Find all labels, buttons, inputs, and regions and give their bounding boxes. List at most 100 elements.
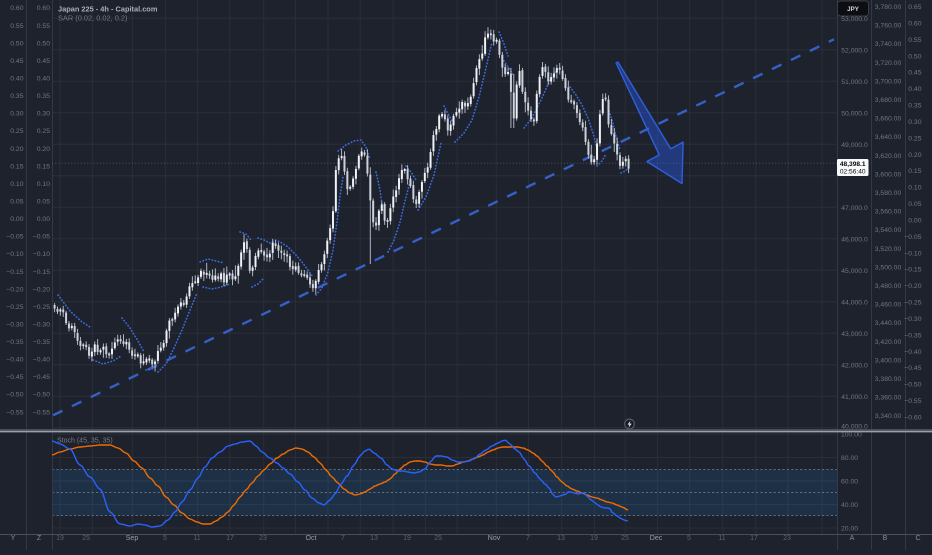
svg-text:3,500.00: 3,500.00 — [875, 264, 902, 271]
svg-text:−0.05: −0.05 — [6, 234, 23, 241]
svg-text:0.60: 0.60 — [37, 5, 50, 12]
svg-text:−0.45: −0.45 — [904, 365, 921, 372]
svg-text:−0.50: −0.50 — [33, 392, 50, 399]
svg-text:3,440.00: 3,440.00 — [875, 320, 902, 327]
svg-text:−0.15: −0.15 — [904, 267, 921, 274]
svg-text:3,480.00: 3,480.00 — [875, 283, 902, 290]
svg-text:Z: Z — [37, 535, 42, 542]
svg-text:0.20: 0.20 — [37, 146, 50, 153]
svg-text:−0.25: −0.25 — [33, 304, 50, 311]
svg-text:3,540.00: 3,540.00 — [875, 227, 902, 234]
svg-text:0.20: 0.20 — [10, 146, 23, 153]
svg-text:17: 17 — [226, 535, 234, 542]
svg-text:0.50: 0.50 — [10, 40, 23, 47]
svg-text:7: 7 — [526, 535, 530, 542]
svg-text:−0.40: −0.40 — [33, 357, 50, 364]
svg-text:23: 23 — [259, 535, 267, 542]
svg-text:19: 19 — [590, 535, 598, 542]
svg-text:A: A — [850, 535, 855, 542]
svg-text:JPY: JPY — [847, 6, 860, 13]
svg-text:3,560.00: 3,560.00 — [875, 209, 902, 216]
svg-text:−0.55: −0.55 — [904, 398, 921, 405]
svg-text:Oct: Oct — [306, 535, 317, 542]
svg-text:3,460.00: 3,460.00 — [875, 302, 902, 309]
svg-text:−0.20: −0.20 — [33, 286, 50, 293]
svg-text:19: 19 — [56, 535, 64, 542]
svg-text:3,640.00: 3,640.00 — [875, 134, 902, 141]
svg-text:−0.50: −0.50 — [904, 382, 921, 389]
svg-text:3,420.00: 3,420.00 — [875, 339, 902, 346]
svg-text:3,660.00: 3,660.00 — [875, 116, 902, 123]
svg-text:20.00: 20.00 — [841, 526, 858, 533]
svg-text:7: 7 — [341, 535, 345, 542]
svg-text:0.45: 0.45 — [10, 58, 23, 65]
svg-text:−0.25: −0.25 — [904, 300, 921, 307]
svg-text:0.10: 0.10 — [10, 181, 23, 188]
svg-text:3,520.00: 3,520.00 — [875, 246, 902, 253]
svg-text:5: 5 — [163, 535, 167, 542]
svg-text:3,380.00: 3,380.00 — [875, 376, 902, 383]
svg-text:−0.60: −0.60 — [904, 415, 921, 422]
svg-text:0.60: 0.60 — [908, 20, 921, 27]
svg-text:Sep: Sep — [126, 535, 139, 542]
svg-text:13: 13 — [557, 535, 565, 542]
svg-text:B: B — [883, 535, 888, 542]
svg-text:11: 11 — [718, 535, 725, 542]
svg-text:3,700.00: 3,700.00 — [875, 78, 902, 85]
svg-text:0.30: 0.30 — [10, 111, 23, 118]
svg-text:0.55: 0.55 — [10, 23, 23, 30]
svg-text:42,000.0: 42,000.0 — [841, 362, 868, 369]
svg-text:52,000.0: 52,000.0 — [841, 47, 868, 54]
svg-text:−0.10: −0.10 — [6, 251, 23, 258]
svg-text:0.15: 0.15 — [10, 163, 23, 170]
svg-text:−0.55: −0.55 — [33, 409, 50, 416]
svg-text:0.40: 0.40 — [10, 75, 23, 82]
svg-text:−0.05: −0.05 — [904, 234, 921, 241]
svg-text:Nov: Nov — [488, 535, 501, 542]
svg-text:−0.30: −0.30 — [904, 316, 921, 323]
svg-text:−0.30: −0.30 — [33, 321, 50, 328]
svg-text:25: 25 — [434, 535, 442, 542]
svg-text:−0.15: −0.15 — [33, 269, 50, 276]
svg-text:0.25: 0.25 — [10, 128, 23, 135]
svg-text:0.10: 0.10 — [37, 181, 50, 188]
svg-text:3,360.00: 3,360.00 — [875, 395, 902, 402]
svg-text:0.00: 0.00 — [10, 216, 23, 223]
svg-text:0.40: 0.40 — [908, 86, 921, 93]
svg-text:0.05: 0.05 — [908, 201, 921, 208]
svg-text:0.15: 0.15 — [37, 163, 50, 170]
svg-text:3,580.00: 3,580.00 — [875, 190, 902, 197]
svg-text:41,000.0: 41,000.0 — [841, 394, 868, 401]
svg-text:11: 11 — [193, 535, 200, 542]
svg-text:−0.45: −0.45 — [33, 374, 50, 381]
svg-text:47,000.0: 47,000.0 — [841, 205, 868, 212]
svg-text:44,000.0: 44,000.0 — [841, 299, 868, 306]
svg-text:0.20: 0.20 — [908, 152, 921, 159]
svg-text:45,000.0: 45,000.0 — [841, 268, 868, 275]
svg-text:−0.25: −0.25 — [6, 304, 23, 311]
svg-text:0.05: 0.05 — [37, 198, 50, 205]
svg-text:Y: Y — [11, 535, 16, 542]
svg-text:25: 25 — [621, 535, 629, 542]
svg-text:0.15: 0.15 — [908, 168, 921, 175]
svg-text:0.00: 0.00 — [908, 217, 921, 224]
svg-text:0.25: 0.25 — [908, 135, 921, 142]
svg-text:3,740.00: 3,740.00 — [875, 41, 902, 48]
svg-text:02:56:40: 02:56:40 — [840, 169, 866, 176]
svg-text:51,000.0: 51,000.0 — [841, 79, 868, 86]
svg-text:−0.35: −0.35 — [904, 332, 921, 339]
svg-text:0.25: 0.25 — [37, 128, 50, 135]
svg-text:40,000.0: 40,000.0 — [841, 423, 868, 430]
svg-text:23: 23 — [783, 535, 791, 542]
svg-text:−0.50: −0.50 — [6, 392, 23, 399]
svg-text:0.30: 0.30 — [37, 111, 50, 118]
svg-text:17: 17 — [750, 535, 758, 542]
svg-text:0.60: 0.60 — [10, 5, 23, 12]
svg-text:19: 19 — [403, 535, 411, 542]
svg-text:60.00: 60.00 — [841, 479, 858, 486]
svg-text:0.05: 0.05 — [10, 198, 23, 205]
svg-text:0.45: 0.45 — [37, 58, 50, 65]
svg-text:−0.10: −0.10 — [904, 250, 921, 257]
svg-text:40.00: 40.00 — [841, 502, 858, 509]
svg-text:49,000.0: 49,000.0 — [841, 142, 868, 149]
